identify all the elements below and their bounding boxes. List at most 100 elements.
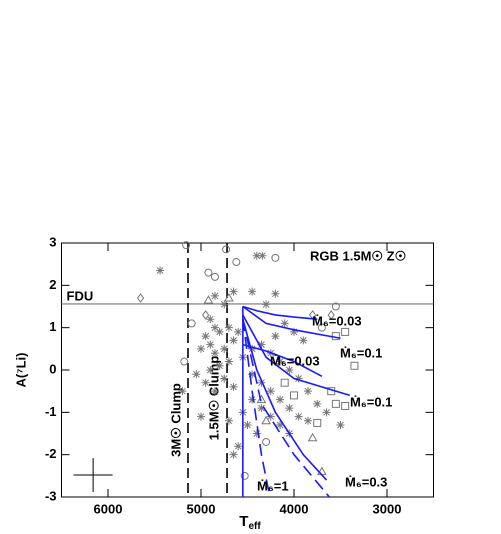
point [206,315,215,324]
point [322,408,331,417]
x-axis-label-sub: eff [248,521,261,532]
point [271,332,280,341]
point [257,378,266,387]
point [210,349,219,358]
point [206,366,215,374]
point [257,340,266,349]
model-line [242,343,323,378]
point [266,412,275,421]
point [136,293,145,303]
point [294,412,303,421]
point [197,344,205,353]
point [327,310,335,320]
point [256,394,267,404]
point [303,387,312,396]
point [307,432,318,442]
clump-label: 3M☉ Clump [168,383,183,457]
y-tick-label: 0 [49,361,56,376]
point [276,421,285,430]
point [204,268,213,277]
y-tick-label: -3 [45,488,57,503]
point [192,370,201,379]
annotation: Ṁ₆=0.1 [340,345,382,360]
point [290,391,298,400]
point [210,291,219,300]
y-tick-label: 2 [49,277,56,292]
point [317,323,326,332]
y-tick-label: -1 [45,404,57,419]
x-tick-label: 6000 [94,501,123,516]
clump-label: 1.5M☉ Clump [206,356,221,441]
point [331,302,340,311]
point [290,327,298,336]
point [252,429,261,438]
point [262,437,271,446]
point [220,374,229,383]
point [248,370,257,379]
point [294,374,303,383]
annotation: Ṁ₆=0.1 [350,394,392,409]
point [224,416,233,425]
annotation: Ṁ₆=0.03 [312,313,362,328]
point [331,399,340,408]
model-line [242,305,318,320]
point [229,287,238,296]
point [210,272,219,281]
point [232,258,241,267]
point [276,395,285,404]
point [206,340,215,349]
point [222,245,231,254]
point [248,344,257,353]
point [258,251,267,260]
point [280,319,289,328]
point [234,442,243,451]
point [224,293,234,302]
point [248,287,257,296]
point [234,327,243,336]
point [215,327,224,336]
point [180,357,189,366]
point [313,399,322,408]
y-tick-label: 1 [49,319,56,334]
annotation: Ṁ₆=0.3 [345,474,387,489]
point [224,323,233,332]
point [202,310,210,320]
point [276,357,285,366]
point [336,421,345,430]
point [229,450,238,459]
point [248,395,257,404]
point [243,421,252,430]
point [261,415,271,425]
point [299,336,308,345]
point [187,319,196,328]
point [215,361,224,370]
x-axis-label: Teff [239,513,261,532]
point [271,253,280,262]
point [156,266,165,275]
point [210,387,219,396]
point [201,332,210,341]
point [178,387,187,396]
point [285,404,294,413]
point [229,382,238,391]
point [220,300,229,309]
model-line [242,305,341,340]
x-tick-label: 5000 [187,501,216,516]
model-line [242,319,330,498]
fdu-label: FDU [67,288,94,303]
point [257,404,266,413]
y-axis-label: A(⁷Li) [13,353,28,388]
point [197,412,205,421]
point [350,361,359,370]
point [182,241,191,250]
point [210,323,219,332]
x-tick-label: 3000 [373,501,402,516]
model-line [242,319,271,498]
point [303,416,312,425]
x-axis-label-main: T [239,513,248,530]
y-tick-label: 3 [49,234,56,249]
point [341,401,350,410]
point [341,327,350,336]
